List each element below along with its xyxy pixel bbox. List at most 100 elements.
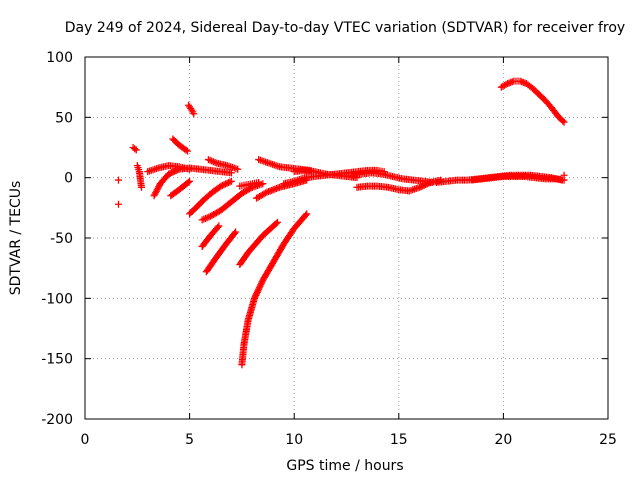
arc-6-point bbox=[183, 179, 191, 187]
arc-22-point bbox=[417, 183, 425, 191]
arc-25-point bbox=[502, 80, 510, 88]
arc-22-point bbox=[419, 182, 427, 190]
arc-15-point bbox=[253, 290, 261, 298]
axis-ticks: 0 5 10 15 20 25 -200 -150 -100 -50 0 50 100 bbox=[41, 50, 617, 448]
arc-17-point bbox=[260, 190, 268, 198]
arc-15-point bbox=[288, 227, 296, 235]
arc-11-point bbox=[200, 215, 208, 223]
arc-10-point bbox=[232, 165, 240, 173]
arc-15-point bbox=[254, 287, 262, 295]
x-tick-label: 15 bbox=[390, 432, 408, 448]
arc-17-point bbox=[274, 184, 282, 192]
arc-25-point bbox=[532, 88, 540, 96]
arc-22-point bbox=[414, 184, 422, 192]
arc-15-point bbox=[268, 261, 276, 269]
arc-4-point bbox=[153, 186, 161, 194]
arc-15-point bbox=[255, 285, 263, 293]
arc-4-point bbox=[226, 169, 234, 177]
arc-3-point bbox=[135, 166, 143, 174]
arc-15-point bbox=[257, 281, 265, 289]
arc-10-point bbox=[204, 156, 212, 164]
arc-14-point bbox=[271, 221, 279, 229]
arc-15-point bbox=[300, 212, 308, 220]
arc-4-point bbox=[169, 168, 177, 176]
arc-15-point bbox=[244, 318, 252, 326]
arc-3-point bbox=[137, 182, 145, 190]
y-tick-label: -150 bbox=[41, 352, 73, 368]
arc-11-point bbox=[235, 191, 243, 199]
arc-4-point bbox=[154, 184, 162, 192]
arc-16-point bbox=[246, 180, 254, 188]
arc-15-point bbox=[251, 293, 259, 301]
chart-title: Day 249 of 2024, Sidereal Day-to-day VTE… bbox=[65, 20, 625, 36]
arc-7-point bbox=[182, 146, 190, 154]
x-axis-label: GPS time / hours bbox=[286, 458, 403, 474]
arc-25-point bbox=[500, 81, 508, 89]
arc-10-point bbox=[209, 158, 217, 166]
arc-7-point bbox=[181, 145, 189, 153]
arc-9-point bbox=[206, 191, 214, 199]
y-tick-label: -200 bbox=[41, 412, 73, 428]
arc-4-point bbox=[155, 183, 163, 191]
arc-11-point bbox=[201, 214, 209, 222]
arc-25-point bbox=[558, 116, 566, 124]
arc-16-point bbox=[253, 179, 261, 187]
y-axis-label: SDTVAR / TECUs bbox=[8, 181, 24, 296]
arc-13-point bbox=[230, 231, 238, 239]
x-tick-label: 5 bbox=[185, 432, 194, 448]
arc-11-point bbox=[214, 208, 222, 216]
arc-25-point bbox=[552, 109, 560, 117]
arc-6-point bbox=[184, 178, 192, 186]
arc-9-point bbox=[214, 184, 222, 192]
arc-4-point bbox=[150, 192, 158, 200]
arc-19-point bbox=[299, 174, 307, 182]
arc-7-point bbox=[173, 139, 181, 147]
arc-4-point bbox=[166, 169, 174, 177]
data-points bbox=[114, 77, 568, 369]
arc-6-point bbox=[172, 188, 180, 196]
arc-13-point bbox=[219, 244, 227, 252]
arc-9-point bbox=[223, 179, 231, 187]
arc-15-point bbox=[250, 296, 258, 304]
arc-15-point bbox=[252, 291, 260, 299]
arc-22-point bbox=[423, 180, 431, 188]
arc-22-point bbox=[422, 181, 430, 189]
arc-13-point bbox=[231, 229, 239, 237]
x-tick-label: 10 bbox=[285, 432, 303, 448]
isolated-1-point bbox=[114, 176, 122, 184]
arc-4-point bbox=[162, 173, 170, 181]
arc-25-point bbox=[526, 82, 534, 90]
arc-12-point bbox=[204, 234, 212, 242]
arc-14-point bbox=[272, 219, 280, 227]
arc-5-point bbox=[152, 165, 160, 173]
arc-17-point bbox=[262, 189, 270, 197]
x-tick-label: 25 bbox=[599, 432, 617, 448]
arc-10-point bbox=[211, 158, 219, 166]
arc-9-point bbox=[198, 198, 206, 206]
arc-4-point bbox=[151, 190, 159, 198]
arc-9-point bbox=[221, 180, 229, 188]
arc-21-point bbox=[387, 172, 395, 180]
x-tick-label: 20 bbox=[494, 432, 512, 448]
arc-18-point bbox=[263, 159, 271, 167]
arc-22-point bbox=[420, 181, 428, 189]
arc-9-point bbox=[218, 181, 226, 189]
arc-9-point bbox=[227, 177, 235, 185]
arc-15-point bbox=[256, 282, 264, 290]
arc-24-point bbox=[558, 176, 566, 184]
arc-10-point bbox=[208, 157, 216, 165]
x-tick-label: 0 bbox=[81, 432, 90, 448]
arc-12-point bbox=[212, 225, 220, 233]
y-tick-label: 100 bbox=[46, 50, 73, 66]
y-tick-label: -100 bbox=[41, 291, 73, 307]
arc-11-point bbox=[245, 185, 253, 193]
arc-13-point bbox=[209, 258, 217, 266]
arc-5-point bbox=[184, 165, 192, 173]
isolated-26-point bbox=[560, 171, 568, 179]
arc-4-point bbox=[152, 189, 160, 197]
arc-2-point bbox=[131, 145, 139, 153]
arc-11-point bbox=[198, 216, 206, 224]
arc-10-point bbox=[206, 156, 214, 164]
arc-18-point bbox=[274, 162, 282, 170]
